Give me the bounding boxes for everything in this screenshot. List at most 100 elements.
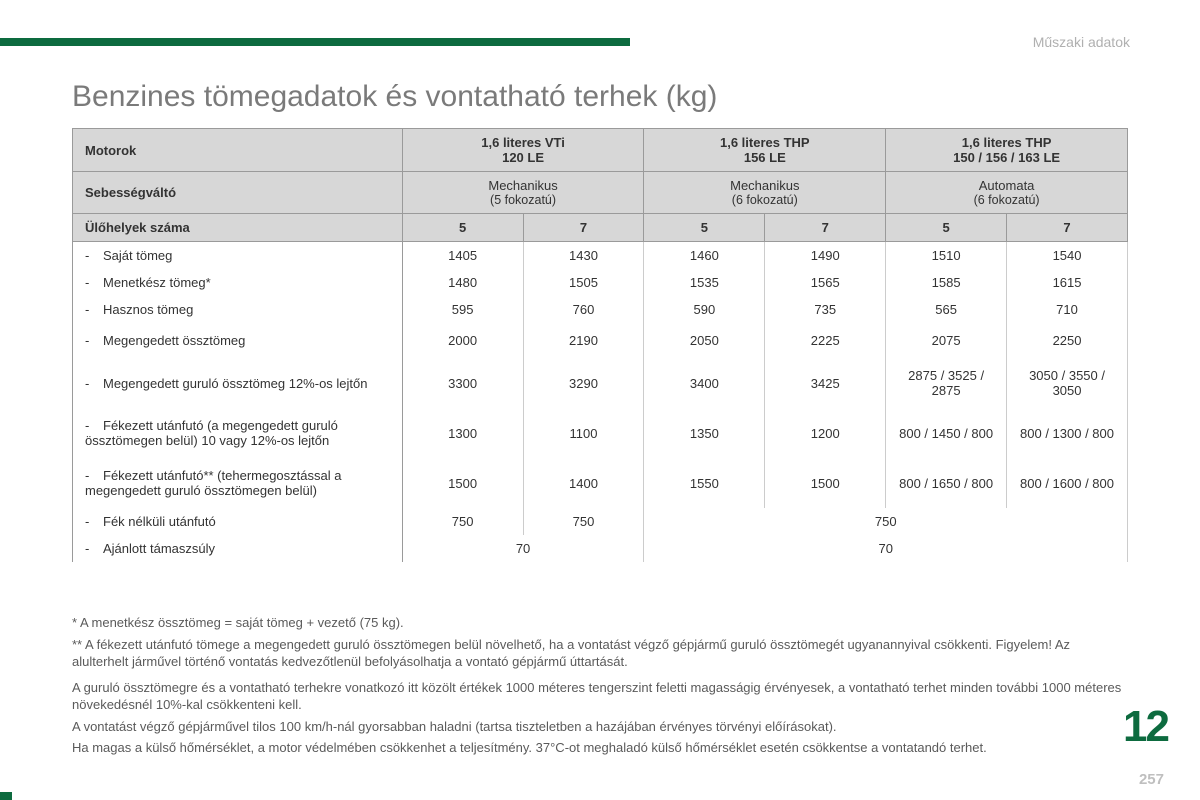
corner-accent: [0, 792, 12, 800]
cell-merged: 750: [644, 508, 1128, 535]
row-label: -Fékezett utánfutó (a megengedett guruló…: [73, 408, 403, 458]
row-label: -Fék nélküli utánfutó: [73, 508, 403, 535]
row-text: Megengedett össztömeg: [103, 333, 245, 348]
footnote-2: ** A fékezett utánfutó tömege a megenged…: [72, 636, 1128, 671]
row-label: -Ajánlott támaszsúly: [73, 535, 403, 562]
cell: 595: [402, 296, 523, 323]
row-label: -Menetkész tömeg*: [73, 269, 403, 296]
cell: 1500: [765, 458, 886, 508]
footnotes: * A menetkész össztömeg = saját tömeg + …: [72, 614, 1128, 761]
cell: 1550: [644, 458, 765, 508]
cell: 3300: [402, 358, 523, 408]
row-label: -Hasznos tömeg: [73, 296, 403, 323]
cell: 1350: [644, 408, 765, 458]
cell: 1565: [765, 269, 886, 296]
seat-val: 7: [765, 214, 886, 242]
seats-label: Ülőhelyek száma: [73, 214, 403, 242]
gearbox-sub: (6 fokozatú): [894, 193, 1119, 207]
gearbox-type: Automata: [894, 178, 1119, 193]
cell: 1490: [765, 242, 886, 270]
engine-power: 120 LE: [411, 150, 636, 165]
row-text: Ajánlott támaszsúly: [103, 541, 215, 556]
gearbox-1: Mechanikus (6 fokozatú): [644, 172, 886, 214]
seat-val: 7: [523, 214, 644, 242]
cell: 1585: [886, 269, 1007, 296]
cell: 3290: [523, 358, 644, 408]
cell: 2000: [402, 323, 523, 358]
engine-name: 1,6 literes THP: [894, 135, 1119, 150]
gearbox-type: Mechanikus: [411, 178, 636, 193]
engine-name: 1,6 literes THP: [652, 135, 877, 150]
cell: 750: [402, 508, 523, 535]
gearbox-sub: (6 fokozatú): [652, 193, 877, 207]
engine-col-2: 1,6 literes THP 150 / 156 / 163 LE: [886, 129, 1128, 172]
seat-val: 5: [644, 214, 765, 242]
cell: 1540: [1007, 242, 1128, 270]
row-text: Menetkész tömeg*: [103, 275, 211, 290]
cell: 1615: [1007, 269, 1128, 296]
row-label: -Saját tömeg: [73, 242, 403, 270]
cell: 750: [523, 508, 644, 535]
cell: 3425: [765, 358, 886, 408]
cell: 2050: [644, 323, 765, 358]
cell: 710: [1007, 296, 1128, 323]
seat-val: 7: [1007, 214, 1128, 242]
cell: 800 / 1650 / 800: [886, 458, 1007, 508]
footnote-p2: A vontatást végző gépjárművel tilos 100 …: [72, 718, 1128, 736]
cell: 1430: [523, 242, 644, 270]
row-text: Fékezett utánfutó (a megengedett guruló …: [85, 418, 338, 448]
row-label: -Megengedett össztömeg: [73, 323, 403, 358]
col-motorok: Motorok: [73, 129, 403, 172]
row-text: Fékezett utánfutó** (tehermegosztással a…: [85, 468, 341, 498]
gearbox-2: Automata (6 fokozatú): [886, 172, 1128, 214]
cell: 2075: [886, 323, 1007, 358]
cell: 800 / 1300 / 800: [1007, 408, 1128, 458]
engine-col-0: 1,6 literes VTi 120 LE: [402, 129, 644, 172]
cell: 1300: [402, 408, 523, 458]
cell: 1500: [402, 458, 523, 508]
footnote-p1: A guruló össztömegre és a vontatható ter…: [72, 679, 1128, 714]
cell: 1200: [765, 408, 886, 458]
gearbox-sub: (5 fokozatú): [411, 193, 636, 207]
cell: 1505: [523, 269, 644, 296]
engine-col-1: 1,6 literes THP 156 LE: [644, 129, 886, 172]
gearbox-label: Sebességváltó: [73, 172, 403, 214]
cell-merged: 70: [644, 535, 1128, 562]
row-label: -Fékezett utánfutó** (tehermegosztással …: [73, 458, 403, 508]
cell: 1100: [523, 408, 644, 458]
seat-val: 5: [886, 214, 1007, 242]
seat-val: 5: [402, 214, 523, 242]
cell: 590: [644, 296, 765, 323]
cell: 3050 / 3550 / 3050: [1007, 358, 1128, 408]
cell: 1405: [402, 242, 523, 270]
row-text: Fék nélküli utánfutó: [103, 514, 216, 529]
footnote-1: * A menetkész össztömeg = saját tömeg + …: [72, 614, 1128, 632]
page-title: Benzines tömegadatok és vontatható terhe…: [72, 80, 717, 114]
cell: 2875 / 3525 / 2875: [886, 358, 1007, 408]
cell-merged: 70: [402, 535, 644, 562]
chapter-number: 12: [1123, 702, 1168, 752]
cell: 1535: [644, 269, 765, 296]
section-header: Műszaki adatok: [1033, 34, 1130, 50]
cell: 1400: [523, 458, 644, 508]
cell: 735: [765, 296, 886, 323]
gearbox-0: Mechanikus (5 fokozatú): [402, 172, 644, 214]
footnote-p3: Ha magas a külső hőmérséklet, a motor vé…: [72, 739, 1128, 757]
cell: 565: [886, 296, 1007, 323]
cell: 1480: [402, 269, 523, 296]
cell: 1510: [886, 242, 1007, 270]
row-text: Saját tömeg: [103, 248, 172, 263]
row-label: -Megengedett guruló össztömeg 12%-os lej…: [73, 358, 403, 408]
cell: 1460: [644, 242, 765, 270]
engine-power: 150 / 156 / 163 LE: [894, 150, 1119, 165]
cell: 800 / 1450 / 800: [886, 408, 1007, 458]
page-number: 257: [1139, 771, 1164, 788]
engine-power: 156 LE: [652, 150, 877, 165]
cell: 760: [523, 296, 644, 323]
weights-table: Motorok 1,6 literes VTi 120 LE 1,6 liter…: [72, 128, 1128, 562]
cell: 3400: [644, 358, 765, 408]
row-text: Megengedett guruló össztömeg 12%-os lejt…: [103, 376, 368, 391]
cell: 800 / 1600 / 800: [1007, 458, 1128, 508]
cell: 2250: [1007, 323, 1128, 358]
cell: 2225: [765, 323, 886, 358]
